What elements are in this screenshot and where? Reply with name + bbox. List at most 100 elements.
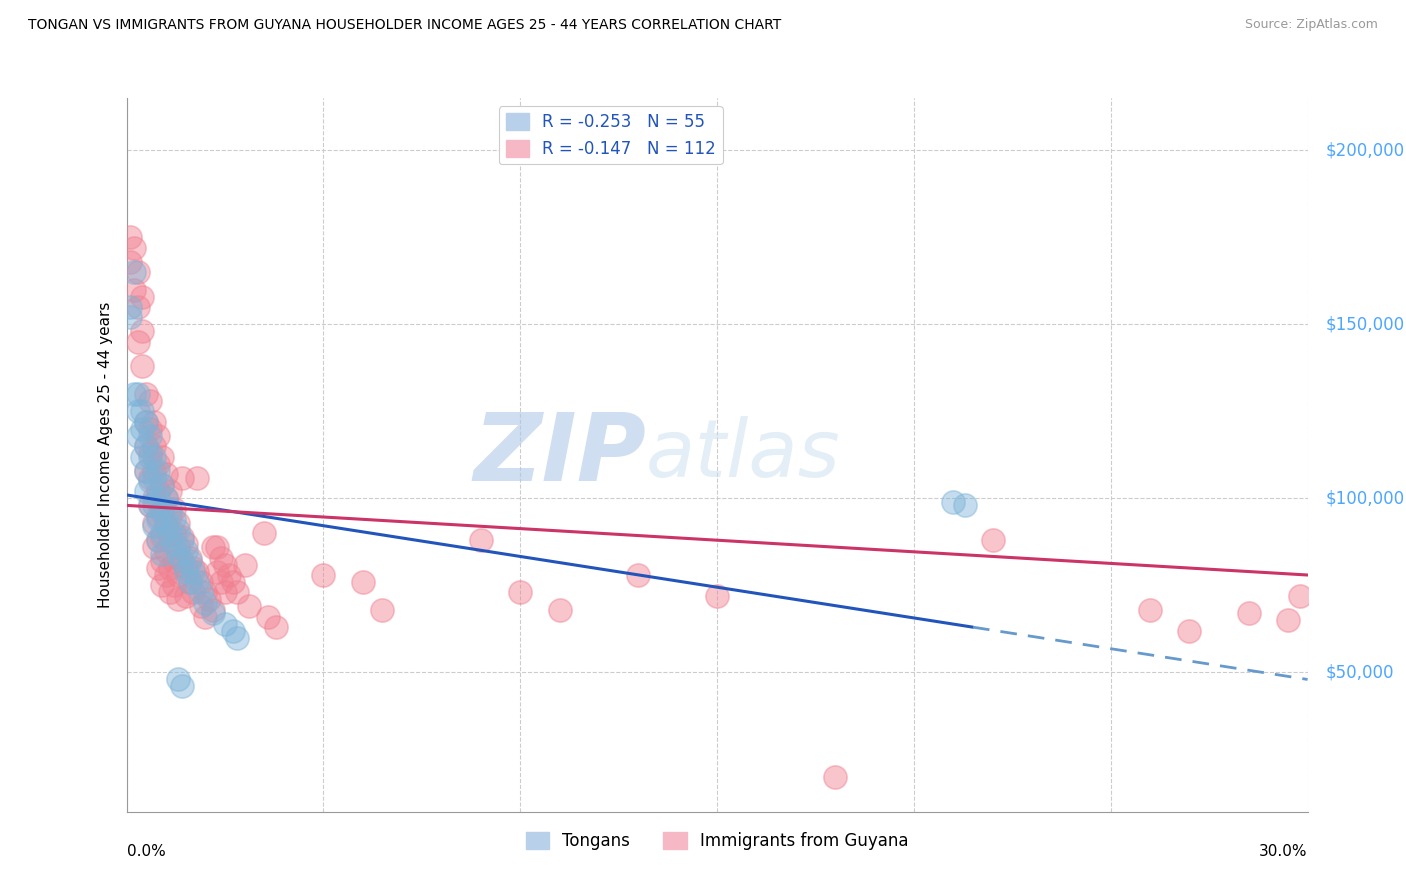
Point	[135, 387, 157, 401]
Point	[139, 470, 162, 484]
Point	[1139, 603, 1161, 617]
Text: $150,000: $150,000	[1326, 316, 1405, 334]
Point	[186, 565, 208, 579]
Point	[139, 446, 162, 460]
Point	[139, 499, 162, 513]
Point	[170, 554, 193, 568]
Point	[942, 495, 965, 509]
Point	[179, 554, 201, 568]
Point	[150, 554, 173, 568]
Point	[170, 680, 193, 694]
Point	[124, 241, 146, 255]
Point	[170, 470, 193, 484]
Point	[163, 578, 186, 592]
Point	[202, 540, 225, 554]
Point	[214, 558, 236, 572]
Point	[202, 603, 225, 617]
Point	[209, 550, 232, 565]
Point	[146, 429, 169, 443]
Point	[139, 422, 162, 436]
Point	[179, 550, 201, 565]
Point	[120, 230, 142, 244]
Point	[139, 499, 162, 513]
Point	[159, 484, 181, 499]
Point	[627, 568, 650, 582]
Point	[163, 512, 186, 526]
Point	[225, 585, 247, 599]
Point	[1277, 613, 1299, 627]
Point	[205, 540, 228, 554]
Text: $100,000: $100,000	[1326, 490, 1405, 508]
Point	[124, 387, 146, 401]
Point	[150, 501, 173, 516]
Point	[166, 592, 188, 607]
Point	[146, 561, 169, 575]
Y-axis label: Householder Income Ages 25 - 44 years: Householder Income Ages 25 - 44 years	[97, 301, 112, 608]
Point	[183, 585, 205, 599]
Point	[143, 516, 166, 530]
Point	[131, 359, 153, 373]
Point	[143, 470, 166, 484]
Point	[127, 429, 149, 443]
Point	[371, 603, 394, 617]
Point	[146, 491, 169, 506]
Point	[159, 533, 181, 548]
Text: 30.0%: 30.0%	[1260, 844, 1308, 859]
Point	[953, 499, 976, 513]
Point	[198, 592, 221, 607]
Point	[183, 561, 205, 575]
Point	[143, 499, 166, 513]
Point	[135, 464, 157, 478]
Point	[163, 537, 186, 551]
Point	[155, 516, 177, 530]
Point	[120, 254, 142, 268]
Point	[120, 300, 142, 314]
Point	[194, 609, 217, 624]
Point	[222, 574, 245, 589]
Point	[824, 770, 846, 784]
Point	[1288, 589, 1310, 603]
Point	[166, 523, 188, 537]
Text: $200,000: $200,000	[1326, 141, 1405, 160]
Point	[166, 568, 188, 582]
Point	[150, 547, 173, 561]
Point	[146, 464, 169, 478]
Point	[146, 512, 169, 526]
Point	[135, 439, 157, 453]
Point	[174, 537, 197, 551]
Point	[135, 415, 157, 429]
Point	[127, 404, 149, 418]
Point	[312, 568, 335, 582]
Point	[470, 533, 492, 548]
Point	[179, 574, 201, 589]
Point	[135, 439, 157, 453]
Point	[205, 565, 228, 579]
Point	[238, 599, 260, 614]
Point	[509, 585, 531, 599]
Point	[143, 439, 166, 453]
Point	[127, 334, 149, 349]
Point	[218, 568, 240, 582]
Point	[143, 540, 166, 554]
Point	[120, 310, 142, 325]
Point	[155, 491, 177, 506]
Point	[166, 516, 188, 530]
Point	[163, 554, 186, 568]
Point	[150, 450, 173, 464]
Point	[166, 540, 188, 554]
Point	[131, 422, 153, 436]
Point	[166, 547, 188, 561]
Point	[166, 673, 188, 687]
Text: atlas: atlas	[647, 416, 841, 494]
Point	[264, 620, 287, 634]
Point	[155, 543, 177, 558]
Point	[139, 474, 162, 488]
Point	[131, 324, 153, 338]
Point	[257, 609, 280, 624]
Point	[1178, 624, 1201, 638]
Point	[179, 574, 201, 589]
Point	[146, 484, 169, 499]
Point	[186, 574, 208, 589]
Point	[170, 533, 193, 548]
Point	[233, 558, 256, 572]
